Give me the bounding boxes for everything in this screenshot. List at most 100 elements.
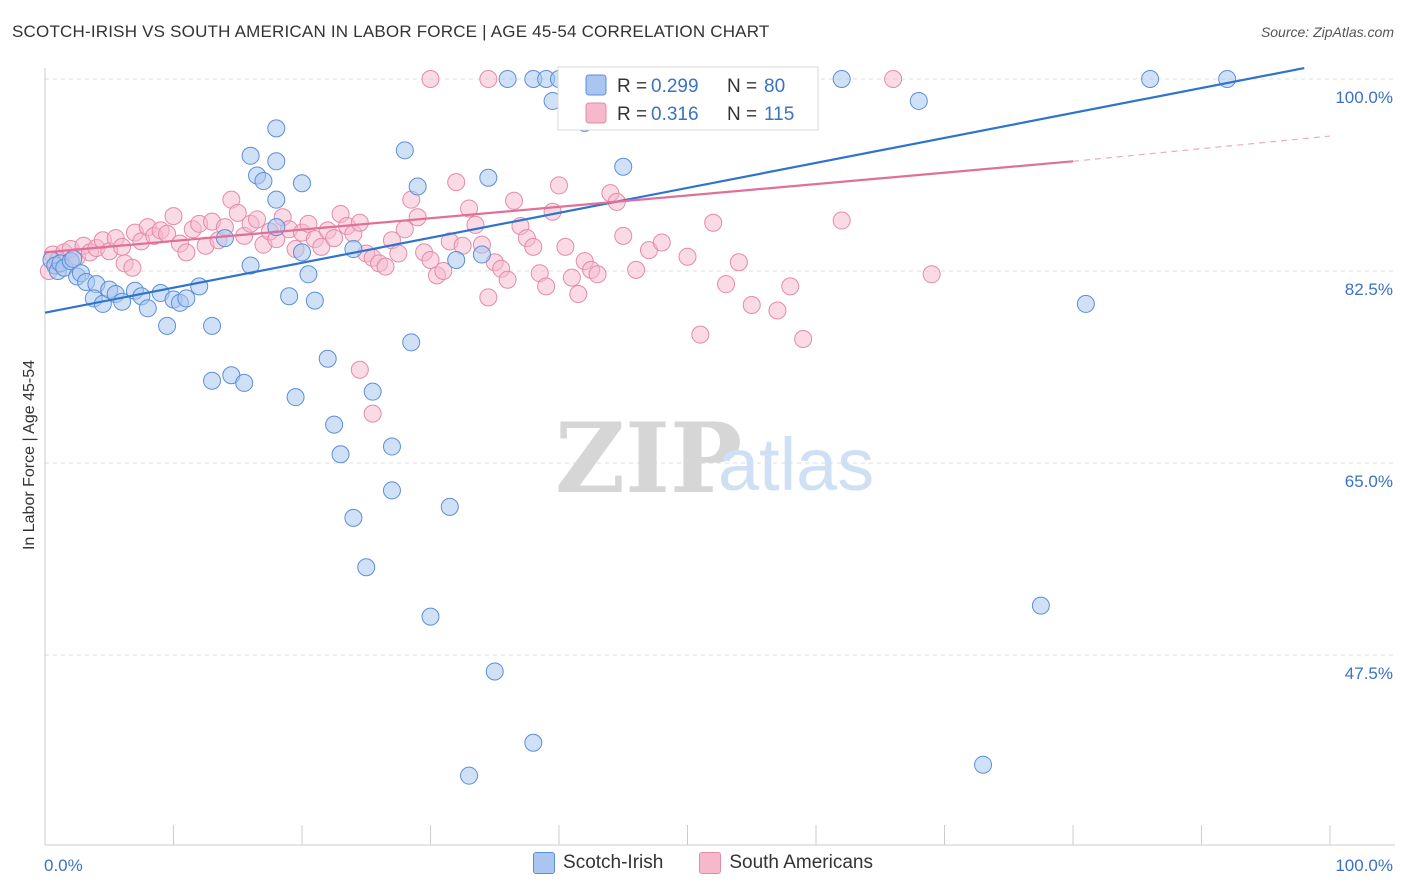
chart-title: SCOTCH-IRISH VS SOUTH AMERICAN IN LABOR … (12, 22, 770, 41)
bottom-legend: Scotch-Irish South Americans (0, 852, 1406, 874)
legend-n-value: 80 (764, 76, 785, 97)
watermark-zip: ZIP (555, 402, 742, 515)
south-americans-point (460, 199, 479, 218)
south-americans-point (717, 275, 736, 294)
south-americans-point (505, 191, 524, 210)
south-americans-point (537, 277, 556, 296)
south-americans-point (691, 325, 710, 344)
legend-n-label: N = (727, 104, 757, 125)
axis-layer: 47.5% 65.0% 82.5% 100.0% 0.0% 100.0% (44, 68, 1395, 875)
legend-swatch (585, 74, 607, 96)
legend-r-value: 0.299 (651, 76, 699, 97)
scotch-irish-point (177, 289, 196, 308)
legend-r-label: R = (617, 104, 647, 125)
legend-label-scotch-irish: Scotch-Irish (563, 852, 664, 873)
south-americans-point (325, 229, 344, 248)
south-americans-point (312, 237, 331, 256)
scotch-irish-point (325, 415, 344, 434)
x-tick-label: 100.0% (1335, 856, 1393, 875)
south-americans-point (363, 404, 382, 423)
south-americans-point (498, 270, 517, 289)
scotch-irish-point (421, 607, 440, 626)
scotch-irish-point (293, 243, 311, 262)
legend-n-value: 115 (764, 104, 794, 125)
scotch-irish-point (485, 662, 504, 681)
south-americans-trend-extension (1072, 135, 1331, 162)
scotch-irish-point (472, 245, 491, 264)
south-americans-point (704, 213, 723, 232)
south-americans-point (421, 70, 440, 88)
scotch-irish-point (447, 251, 466, 270)
legend-item-scotch-irish: Scotch-Irish (533, 852, 663, 874)
south-americans-point (408, 208, 427, 227)
south-americans-point (395, 220, 414, 239)
legend-item-south-americans: South Americans (699, 852, 873, 874)
scotch-irish-point (190, 277, 209, 296)
south-americans-point (614, 226, 633, 245)
south-americans-swatch (699, 852, 722, 874)
south-americans-point (389, 244, 408, 263)
scotch-irish-point (280, 287, 299, 306)
scotch-irish-point (235, 373, 254, 392)
scotch-irish-point (267, 152, 286, 171)
south-americans-point (164, 207, 183, 226)
scotch-irish-point (267, 190, 286, 209)
scotch-irish-trend-line (44, 66, 1305, 314)
south-americans-point (627, 260, 646, 279)
south-americans-point (434, 262, 453, 280)
watermark-atlas: atlas (718, 423, 874, 506)
south-americans-point (781, 277, 800, 296)
scotch-irish-point (498, 70, 517, 88)
trend-lines (44, 66, 1331, 314)
south-americans-trend-line (44, 160, 1074, 254)
south-americans-point (479, 70, 498, 88)
y-tick-label: 82.5% (1345, 280, 1393, 299)
south-americans-point (729, 253, 748, 272)
scotch-irish-point (357, 558, 376, 577)
south-americans-point (884, 70, 903, 88)
south-americans-point (569, 285, 588, 304)
scotch-irish-point (318, 349, 337, 368)
scotch-irish-point (344, 508, 363, 527)
south-americans-point (479, 288, 498, 307)
scotch-irish-point (267, 119, 286, 138)
scotch-irish-point (479, 168, 498, 187)
south-americans-point (550, 176, 568, 195)
scotch-irish-point (331, 445, 350, 464)
scotch-irish-point (158, 316, 177, 335)
scotch-irish-point (286, 388, 305, 407)
scotch-irish-point (254, 172, 273, 191)
y-tick-label: 47.5% (1345, 664, 1393, 683)
south-americans-point (524, 237, 543, 256)
grid-layer (45, 78, 1395, 656)
scotch-irish-point (363, 382, 382, 401)
watermark: ZIP atlas (555, 402, 874, 515)
scotch-irish-point (241, 146, 260, 165)
scotch-irish-point (524, 733, 543, 752)
scotch-irish-point (832, 70, 851, 88)
legend-r-label: R = (617, 76, 647, 97)
south-americans-point (742, 296, 761, 315)
y-tick-label: 100.0% (1335, 88, 1393, 107)
scotch-irish-point (614, 157, 633, 176)
south-americans-point (350, 213, 369, 232)
scotch-irish-point (299, 265, 318, 284)
scotch-irish-point (305, 291, 324, 310)
south-americans-point (421, 251, 440, 270)
scotch-irish-point (974, 755, 993, 774)
south-americans-point (177, 243, 196, 262)
scotch-irish-point (408, 177, 427, 196)
scotch-irish-point (293, 174, 311, 193)
x-tick-label: 0.0% (44, 856, 83, 875)
south-americans-point (562, 268, 581, 287)
scotch-irish-point (138, 299, 157, 318)
scotch-irish-point (1076, 294, 1095, 313)
south-americans-point (922, 265, 941, 284)
scotch-irish-point (203, 371, 222, 390)
scotch-irish-point (402, 333, 421, 352)
chart-source: Source: ZipAtlas.com (1260, 24, 1394, 40)
scotch-irish-point (241, 256, 260, 275)
south-americans-point (588, 265, 607, 284)
scotch-irish-point (382, 437, 401, 456)
y-axis-title: In Labor Force | Age 45-54 (21, 360, 38, 550)
